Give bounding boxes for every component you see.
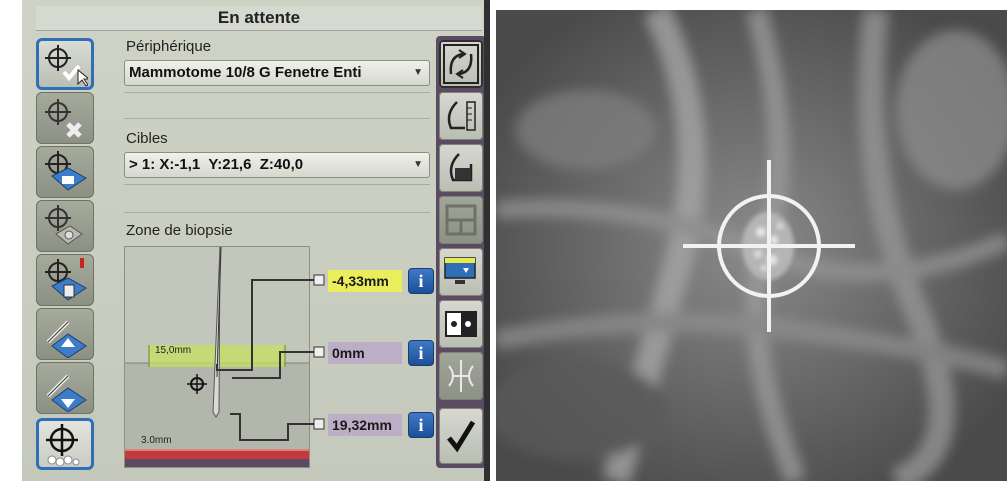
- needle-down-icon: [46, 374, 87, 412]
- info-icon: i: [418, 415, 424, 435]
- mirror-icon: [448, 360, 474, 392]
- target-accept-button[interactable]: [36, 38, 94, 90]
- layout-grid-button[interactable]: [439, 196, 483, 244]
- target-group-button[interactable]: [36, 200, 94, 252]
- checkmark-icon: [447, 420, 476, 453]
- measurement-value: -4,33mm: [328, 270, 402, 292]
- rotate-view-button[interactable]: [439, 40, 483, 88]
- target-send-icon: [45, 151, 87, 191]
- targets-select[interactable]: > 1: X:-1,1 Y:21,6 Z:40,0 ▼: [124, 152, 430, 178]
- mammogram-image-viewer[interactable]: [496, 10, 1007, 481]
- right-tool-strip: [436, 36, 484, 468]
- device-select[interactable]: Mammotome 10/8 G Fenetre Enti ▼: [124, 60, 430, 86]
- chevron-down-icon: ▼: [413, 67, 423, 78]
- biopsy-zone-label: Zone de biopsie: [126, 222, 233, 239]
- chevron-down-icon: ▼: [413, 159, 423, 170]
- divider: [124, 184, 430, 185]
- device-select-value: Mammotome 10/8 G Fenetre Enti: [129, 64, 362, 81]
- needle-up-button[interactable]: [36, 308, 94, 360]
- divider: [124, 92, 430, 93]
- target-send-button[interactable]: [36, 146, 94, 198]
- needle-down-button[interactable]: [36, 362, 94, 414]
- contrast-button[interactable]: [439, 300, 483, 348]
- breast-scale-button[interactable]: [439, 92, 483, 140]
- breast-tissue-texture: [496, 10, 1007, 481]
- target-trash-button[interactable]: [36, 254, 94, 306]
- target-crosshair-icon: [683, 160, 855, 332]
- info-button[interactable]: i: [408, 412, 434, 438]
- targets-select-value: > 1: X:-1,1 Y:21,6 Z:40,0: [129, 156, 304, 173]
- info-icon: i: [418, 343, 424, 363]
- target-delete-button[interactable]: [36, 92, 94, 144]
- layout-grid-icon: [445, 204, 477, 236]
- mirror-button[interactable]: [439, 352, 483, 400]
- window-length-label: 15,0mm: [155, 345, 192, 356]
- targets-label: Cibles: [126, 130, 168, 147]
- breast-scale-icon: [447, 101, 476, 131]
- target-trash-icon: [45, 258, 87, 301]
- mammogram-image: [496, 10, 1007, 481]
- biopsy-zone-diagram: 15,0mm 3.0mm: [124, 246, 310, 468]
- base-length-label: 3.0mm: [141, 435, 172, 446]
- breast-select-icon: [449, 153, 473, 182]
- info-button[interactable]: i: [408, 340, 434, 366]
- target-accept-icon: [45, 45, 88, 87]
- rotate-view-icon: [443, 44, 479, 84]
- divider: [124, 212, 430, 213]
- divider: [124, 118, 430, 119]
- breast-select-button[interactable]: [439, 144, 483, 192]
- measurement-value: 19,32mm: [328, 414, 402, 436]
- monitor-button[interactable]: [439, 248, 483, 296]
- monitor-icon: [444, 257, 476, 284]
- left-tool-strip: [36, 36, 94, 476]
- device-label: Périphérique: [126, 38, 212, 55]
- accept-button[interactable]: [439, 408, 483, 464]
- target-delete-icon: [45, 99, 82, 138]
- needle-up-icon: [46, 320, 87, 358]
- info-button[interactable]: i: [408, 268, 434, 294]
- target-group-icon: [45, 205, 83, 245]
- info-icon: i: [418, 271, 424, 291]
- target-calcification-icon: [46, 424, 80, 467]
- status-title: En attente: [36, 6, 482, 31]
- target-calcification-button[interactable]: [36, 418, 94, 470]
- biopsy-schematic: [125, 247, 309, 467]
- biopsy-control-panel: En attente: [22, 0, 490, 481]
- measurement-value: 0mm: [328, 342, 402, 364]
- contrast-icon: [445, 311, 477, 337]
